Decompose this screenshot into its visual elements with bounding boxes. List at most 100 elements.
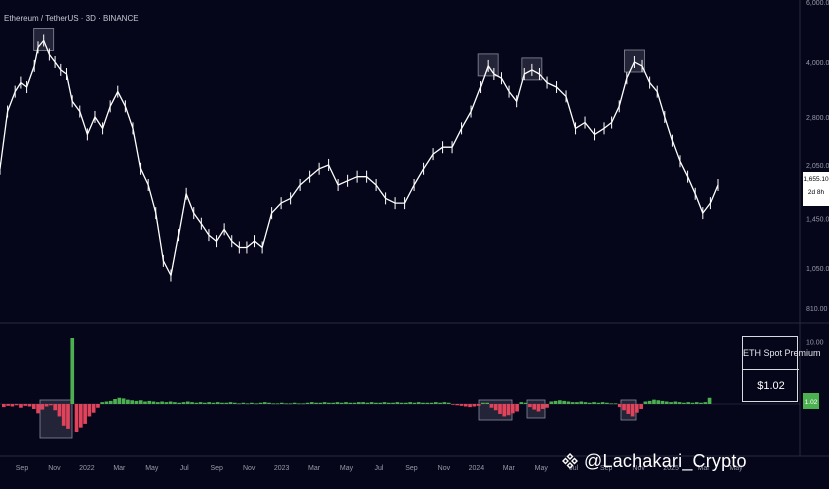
premium-bar <box>181 402 186 404</box>
premium-bar <box>87 404 92 417</box>
premium-bar <box>267 402 271 404</box>
premium-bar <box>515 404 519 412</box>
x-tick-label: Sep <box>210 465 223 472</box>
premium-bar <box>408 402 413 404</box>
premium-bar <box>523 402 528 404</box>
y-tick-label: 810.00 <box>806 306 828 313</box>
premium-bar <box>425 402 430 404</box>
premium-bar <box>545 404 549 408</box>
x-tick-label: 2025 <box>663 465 679 472</box>
x-tick-label: Mar <box>503 465 516 472</box>
premium-bar <box>168 401 173 404</box>
premium-bar <box>617 404 622 408</box>
premium-bar <box>498 404 502 414</box>
premium-bar <box>391 402 395 404</box>
premium-bar <box>108 400 113 404</box>
premium-bar <box>138 400 143 404</box>
premium-bar <box>699 402 703 404</box>
premium-bar <box>369 402 374 404</box>
premium-bar <box>314 402 318 404</box>
premium-bar <box>220 402 224 404</box>
x-tick-label: May <box>535 465 549 472</box>
premium-bar <box>656 400 661 404</box>
premium-bar <box>250 402 254 404</box>
premium-bar <box>626 404 631 414</box>
premium-bar <box>446 402 451 404</box>
premium-bar <box>587 402 592 404</box>
premium-bar <box>451 404 455 405</box>
symbol-title: Ethereum / TetherUS · 3D · BINANCE <box>4 14 139 23</box>
premium-bar <box>297 403 301 405</box>
premium-bar <box>652 399 656 404</box>
premium-bar <box>472 404 477 407</box>
x-tick-label: Nov <box>48 465 61 472</box>
premium-bar <box>70 338 75 404</box>
x-tick-label: Sep <box>405 465 418 472</box>
premium-bar <box>66 404 70 429</box>
premium-bar <box>549 401 554 404</box>
premium-bar <box>660 400 665 404</box>
axes: 810.00 1,050.00 1,450.00 2,050.00 2,800.00 4,… <box>16 0 829 472</box>
premium-bar <box>416 402 421 404</box>
premium-bar <box>566 401 571 404</box>
premium-bar <box>2 404 6 408</box>
premium-bar <box>707 397 712 404</box>
premium-bar <box>96 404 100 408</box>
premium-bar <box>207 402 211 404</box>
premium-bar <box>528 404 532 408</box>
price-grid <box>0 0 829 457</box>
premium-bar <box>455 404 460 406</box>
y-tick-label: 2,800.00 <box>806 115 829 122</box>
premium-bar <box>100 402 105 404</box>
premium-bar <box>643 401 648 404</box>
premium-bar <box>361 402 365 404</box>
premium-bar <box>78 404 83 428</box>
premium-info-box: ETH Spot Premium $1.02 <box>742 336 821 402</box>
premium-bar <box>592 402 596 404</box>
premium-bar <box>463 404 468 407</box>
premium-bar <box>386 402 391 404</box>
premium-bar <box>647 400 652 404</box>
x-tick-label: Mar <box>308 465 321 472</box>
premium-value: $1.02 <box>757 380 785 392</box>
premium-bar <box>459 404 464 406</box>
x-tick-label: Jul <box>569 465 578 472</box>
premium-bar <box>412 402 417 404</box>
indicator-value-label <box>803 393 819 409</box>
x-tick-label: 2024 <box>469 465 485 472</box>
x-tick-label: 2023 <box>274 465 290 472</box>
premium-bar <box>493 404 498 411</box>
premium-bar <box>215 402 220 404</box>
premium-bar <box>442 402 447 404</box>
premium-bar <box>374 402 378 404</box>
premium-bar <box>433 402 438 404</box>
premium-bar <box>23 404 28 406</box>
premium-histogram <box>0 338 800 433</box>
premium-bar <box>83 404 87 424</box>
premium-bar <box>352 402 357 404</box>
premium-bar <box>49 404 53 406</box>
x-tick-label: Nov <box>243 465 256 472</box>
x-tick-label: Mar <box>113 465 126 472</box>
premium-bar <box>635 404 639 413</box>
premium-bar <box>489 404 494 408</box>
premium-bar <box>143 401 147 404</box>
premium-bar <box>502 404 507 417</box>
premium-bar <box>14 404 19 406</box>
premium-bar <box>6 404 10 406</box>
premium-bar <box>258 402 263 404</box>
binance-diamond-icon <box>562 453 578 469</box>
premium-bar <box>664 401 669 404</box>
premium-bar <box>40 404 45 410</box>
x-tick-label: Mar <box>698 465 711 472</box>
premium-bar <box>690 402 695 404</box>
premium-bar <box>104 401 109 404</box>
premium-bar <box>121 398 126 404</box>
premium-bar <box>532 404 537 410</box>
premium-bar <box>155 402 160 404</box>
premium-bar <box>301 403 306 405</box>
x-tick-label: May <box>145 465 159 472</box>
premium-bar <box>382 402 387 404</box>
premium-bar <box>177 402 182 404</box>
x-tick-label: Nov <box>632 465 645 472</box>
